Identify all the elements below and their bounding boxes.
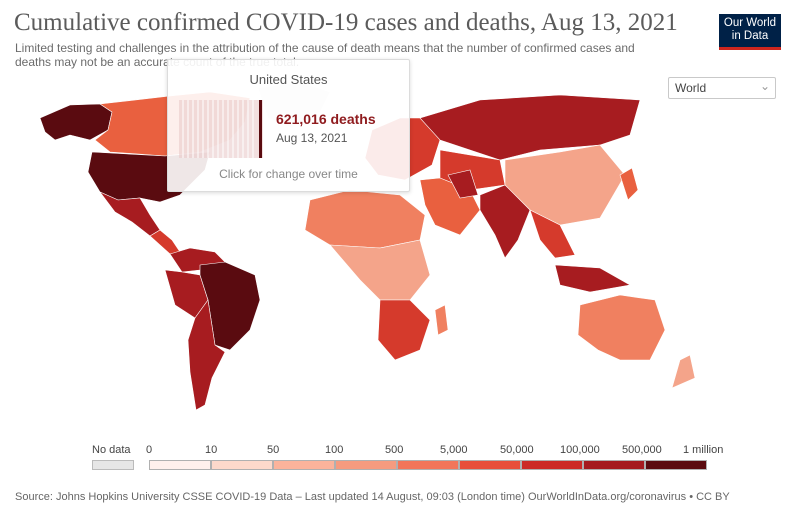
tooltip-sparkline	[179, 100, 263, 158]
tooltip-date: Aug 13, 2021	[276, 131, 348, 145]
region-selector[interactable]: World ⌄	[668, 77, 776, 99]
legend-tick: 500,000	[622, 444, 662, 456]
legend-bin[interactable]	[459, 460, 521, 470]
legend-bin[interactable]	[645, 460, 707, 470]
tooltip-hint: Click for change over time	[219, 167, 358, 181]
map-region-india[interactable]	[479, 184, 531, 259]
map-region-central-africa[interactable]	[329, 239, 431, 301]
map-region-japan[interactable]	[619, 167, 639, 201]
chevron-down-icon: ⌄	[759, 79, 770, 93]
source-note: Source: Johns Hopkins University CSSE CO…	[15, 491, 730, 503]
legend-no-data-label: No data	[92, 444, 131, 456]
tooltip-value: 621,016 deaths	[276, 111, 376, 127]
map-region-indonesia[interactable]	[554, 264, 631, 293]
map-region-north-africa[interactable]	[304, 189, 426, 249]
legend-bin[interactable]	[335, 460, 397, 470]
legend-tick: 500	[385, 444, 404, 456]
country-tooltip: United States 621,016 deaths Aug 13, 202…	[167, 59, 410, 192]
map-region-new-zealand[interactable]	[671, 354, 696, 389]
region-selector-value: World	[675, 81, 707, 95]
legend-tick: 50	[267, 444, 280, 456]
legend-tick: 50,000	[500, 444, 534, 456]
sparkline-current-marker	[259, 100, 262, 158]
map-region-iran[interactable]	[447, 169, 479, 199]
legend-bin[interactable]	[397, 460, 459, 470]
legend-no-data-swatch[interactable]	[92, 460, 134, 470]
map-legend: No data 0 10 50 100 500 5,000 50,000 100…	[0, 440, 797, 480]
map-region-russia[interactable]	[419, 94, 641, 161]
legend-tick: 100	[325, 444, 344, 456]
legend-bin[interactable]	[583, 460, 645, 470]
map-region-australia[interactable]	[577, 294, 666, 361]
legend-bin[interactable]	[211, 460, 273, 470]
map-region-southern-africa[interactable]	[377, 299, 431, 361]
legend-bin[interactable]	[521, 460, 583, 470]
legend-tick: 10	[205, 444, 218, 456]
legend-tick: 100,000	[560, 444, 600, 456]
map-region-central-america[interactable]	[149, 229, 181, 255]
logo-line-1: Our World	[723, 17, 777, 29]
legend-bin[interactable]	[149, 460, 211, 470]
legend-tick: 5,000	[440, 444, 468, 456]
owid-logo[interactable]: Our World in Data	[719, 14, 781, 50]
map-region-southeast-asia[interactable]	[529, 209, 576, 259]
map-region-brazil[interactable]	[199, 261, 261, 351]
map-region-alaska[interactable]	[39, 103, 113, 141]
map-region-madagascar[interactable]	[434, 304, 449, 336]
legend-tick: 0	[146, 444, 153, 456]
map-region-argentina-chile[interactable]	[187, 299, 226, 411]
sparkline-bars	[182, 100, 254, 158]
legend-bin[interactable]	[273, 460, 335, 470]
page-title: Cumulative confirmed COVID-19 cases and …	[14, 9, 678, 36]
logo-line-2: in Data	[731, 30, 769, 42]
legend-tick: 1 million	[683, 444, 724, 456]
tooltip-country: United States	[249, 72, 328, 87]
